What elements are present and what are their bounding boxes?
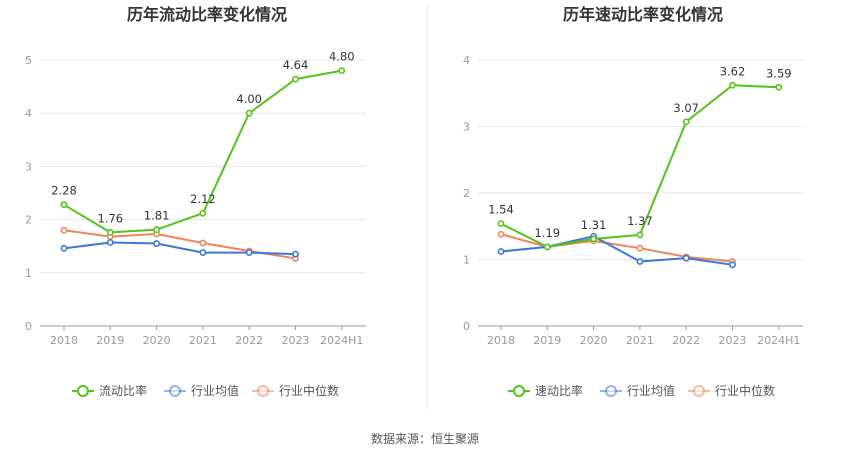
data-label: 4.64 (283, 58, 309, 72)
chart-title: 历年流动比率变化情况 (127, 5, 287, 24)
data-point (292, 250, 299, 258)
data-label: 4.80 (329, 50, 355, 64)
legend-label[interactable]: 速动比率 (535, 383, 583, 398)
data-point (636, 258, 644, 265)
data-point (682, 118, 690, 126)
data-label: 2.12 (190, 192, 216, 206)
data-point (775, 83, 783, 91)
data-point (729, 261, 736, 269)
legend-label[interactable]: 行业中位数 (279, 383, 339, 398)
data-label: 1.37 (627, 214, 653, 228)
x-tick-label: 2023 (719, 334, 747, 347)
x-tick-label: 2018 (487, 334, 515, 347)
y-tick-label: 5 (25, 54, 32, 67)
data-point (60, 201, 68, 209)
legend-marker-icon[interactable] (605, 385, 617, 397)
y-tick-label: 4 (25, 107, 32, 120)
y-tick-label: 4 (463, 54, 470, 67)
data-point (199, 239, 207, 247)
y-tick-label: 0 (463, 320, 470, 333)
data-point (497, 248, 505, 255)
legend-label[interactable]: 行业均值 (627, 383, 675, 398)
series-line (63, 69, 342, 234)
data-point (682, 254, 690, 262)
data-label: 1.19 (534, 226, 560, 240)
legend-marker-icon[interactable] (513, 385, 525, 397)
data-point (497, 230, 505, 238)
data-point (636, 244, 644, 252)
x-tick-label: 2019 (533, 334, 561, 347)
legend-marker-icon[interactable] (257, 385, 269, 397)
data-point (60, 226, 68, 234)
series-line (63, 241, 296, 256)
legend-label[interactable]: 行业中位数 (715, 383, 775, 398)
data-point (106, 228, 114, 236)
y-tick-label: 1 (463, 254, 470, 267)
data-point (497, 220, 505, 227)
y-tick-label: 3 (25, 160, 32, 173)
data-point (153, 226, 160, 234)
x-tick-label: 2024H1 (320, 334, 363, 347)
data-point (153, 240, 160, 247)
data-label: 3.07 (673, 101, 699, 115)
x-tick-label: 2018 (50, 334, 78, 347)
x-tick-label: 2022 (235, 334, 263, 347)
data-label: 1.31 (581, 218, 607, 232)
series-line (500, 235, 733, 266)
data-label: 4.00 (236, 92, 262, 106)
data-point (543, 243, 551, 251)
x-tick-label: 2020 (580, 334, 608, 347)
data-label: 1.54 (488, 203, 514, 217)
data-label: 3.59 (766, 66, 792, 80)
x-tick-label: 2021 (626, 334, 654, 347)
series-line (500, 233, 733, 263)
x-tick-label: 2023 (282, 334, 310, 347)
data-point (106, 239, 114, 246)
y-tick-label: 0 (25, 320, 32, 333)
legend-marker-icon[interactable] (169, 385, 181, 397)
x-tick-label: 2022 (672, 334, 700, 347)
data-point (199, 249, 207, 256)
data-point (636, 231, 644, 239)
source-label: 数据来源：恒生聚源 (371, 431, 479, 446)
data-point (729, 81, 736, 89)
x-tick-label: 2019 (96, 334, 124, 347)
x-tick-label: 2021 (189, 334, 217, 347)
y-tick-label: 1 (25, 267, 32, 280)
data-label: 1.81 (144, 209, 170, 223)
y-tick-label: 3 (463, 121, 470, 134)
y-tick-label: 2 (25, 214, 32, 227)
chart-title: 历年速动比率变化情况 (563, 5, 723, 24)
x-tick-label: 2024H1 (757, 334, 800, 347)
data-point (338, 67, 346, 75)
legend-label[interactable]: 流动比率 (99, 383, 147, 398)
x-tick-label: 2020 (143, 334, 171, 347)
data-point (199, 209, 207, 217)
data-label: 1.76 (97, 211, 123, 225)
data-label: 2.28 (51, 184, 77, 198)
y-tick-label: 2 (463, 187, 470, 200)
legend-marker-icon[interactable] (693, 385, 705, 397)
data-label: 3.62 (720, 64, 746, 78)
data-point (590, 235, 597, 243)
data-point (245, 109, 253, 117)
data-point (245, 249, 253, 256)
data-point (292, 75, 299, 83)
legend-label[interactable]: 行业均值 (191, 383, 239, 398)
legend-marker-icon[interactable] (77, 385, 89, 397)
data-point (60, 244, 68, 252)
